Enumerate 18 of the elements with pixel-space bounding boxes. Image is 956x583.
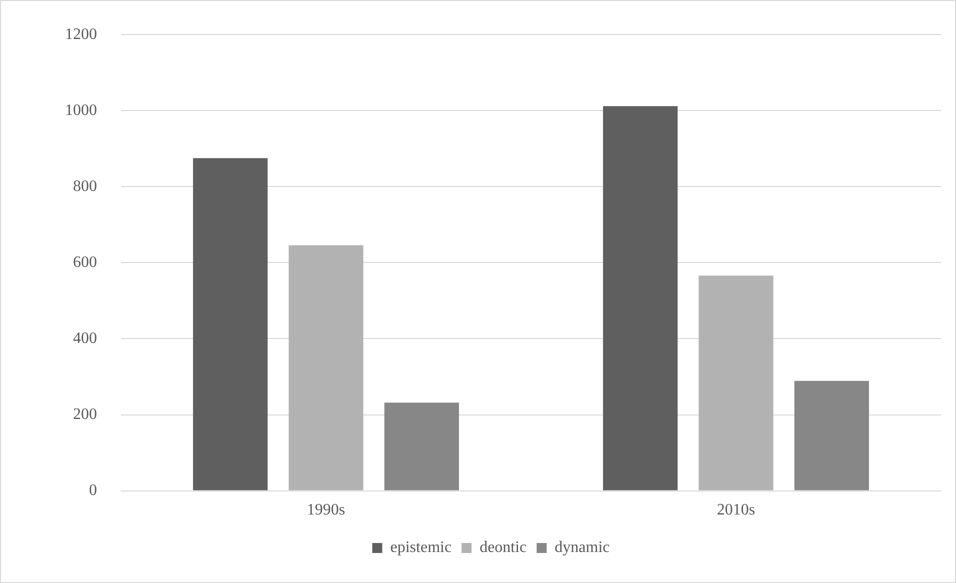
bar: [288, 245, 364, 490]
y-tick-label: 600: [73, 254, 97, 271]
y-tick-label: 1200: [65, 26, 97, 43]
bar: [698, 276, 774, 490]
y-tick-label: 1000: [65, 102, 97, 119]
y-tick-label: 200: [73, 406, 97, 423]
y-tick-label: 0: [89, 482, 97, 500]
bar: [384, 402, 459, 490]
legend-label: dynamic: [554, 539, 610, 556]
y-tick-label: 800: [73, 178, 97, 195]
bar: [794, 380, 869, 490]
x-tick-label: 2010s: [716, 502, 756, 519]
bar: [603, 106, 678, 490]
y-tick-label: 400: [73, 330, 97, 347]
legend-label: epistemic: [390, 539, 452, 556]
x-tick-label: 1990s: [306, 502, 346, 519]
legend-label: deontic: [480, 539, 527, 556]
bar: [193, 158, 268, 490]
